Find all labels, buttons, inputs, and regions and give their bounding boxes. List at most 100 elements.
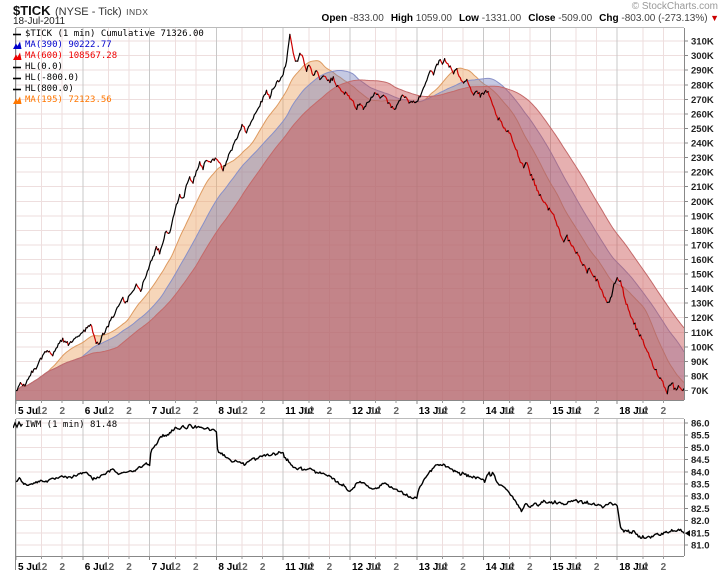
symbol-type-tag: INDX — [126, 7, 149, 17]
svg-text:5 Jul: 5 Jul — [18, 406, 41, 417]
svg-text:2: 2 — [193, 562, 199, 573]
svg-text:5 Jul: 5 Jul — [18, 562, 41, 573]
svg-text:80K: 80K — [691, 371, 709, 382]
svg-text:84.5: 84.5 — [691, 455, 710, 466]
legend-item: HL(800.0) — [13, 84, 204, 95]
legend-label: HL(800.0) — [25, 84, 74, 94]
svg-text:6 Jul: 6 Jul — [85, 406, 108, 417]
area-overlay-icon — [13, 41, 22, 49]
legend-item: HL(-800.0) — [13, 73, 204, 84]
line-overlay-icon — [13, 33, 21, 36]
svg-text:12: 12 — [103, 406, 115, 417]
svg-text:12: 12 — [504, 406, 516, 417]
svg-text:12: 12 — [571, 562, 583, 573]
iwm-chart-legend: IWM (1 min) 81.48 — [13, 420, 117, 431]
svg-text:2: 2 — [260, 562, 266, 573]
svg-text:15 Jul: 15 Jul — [552, 562, 581, 573]
svg-text:300K: 300K — [691, 51, 714, 62]
svg-text:7 Jul: 7 Jul — [152, 562, 175, 573]
chg-down-arrow-icon: ▼ — [707, 13, 719, 23]
svg-text:8 Jul: 8 Jul — [218, 406, 241, 417]
quote-chg: Chg -803.00 (-273.13%) — [599, 13, 708, 24]
svg-text:14 Jul: 14 Jul — [486, 406, 515, 417]
area-overlay-icon — [13, 96, 22, 104]
svg-text:210K: 210K — [691, 182, 714, 193]
svg-text:2: 2 — [59, 562, 65, 573]
svg-text:2: 2 — [594, 562, 600, 573]
svg-text:2: 2 — [393, 562, 399, 573]
svg-text:2: 2 — [260, 406, 266, 417]
svg-text:8 Jul: 8 Jul — [218, 562, 241, 573]
svg-text:130K: 130K — [691, 299, 714, 310]
svg-text:12: 12 — [370, 562, 382, 573]
svg-text:2: 2 — [594, 406, 600, 417]
quote-low: Low -1331.00 — [458, 13, 522, 24]
svg-text:12: 12 — [303, 406, 315, 417]
svg-text:12: 12 — [237, 406, 249, 417]
svg-text:13 Jul: 13 Jul — [419, 562, 448, 573]
svg-text:12: 12 — [170, 562, 182, 573]
svg-text:2: 2 — [126, 562, 132, 573]
legend-item: MA(390) 90222.77 — [13, 40, 204, 51]
symbol: $TICK — [13, 3, 51, 18]
svg-text:200K: 200K — [691, 197, 714, 208]
svg-text:230K: 230K — [691, 153, 714, 164]
svg-text:12: 12 — [637, 562, 649, 573]
legend-item: HL(0.0) — [13, 62, 204, 73]
svg-text:220K: 220K — [691, 168, 714, 179]
svg-text:85.0: 85.0 — [691, 443, 710, 454]
svg-text:12: 12 — [437, 562, 449, 573]
svg-text:12: 12 — [437, 406, 449, 417]
svg-text:160K: 160K — [691, 255, 714, 266]
svg-text:12: 12 — [170, 406, 182, 417]
svg-text:290K: 290K — [691, 66, 714, 77]
copyright: © StockCharts.com — [631, 1, 718, 12]
svg-text:84.0: 84.0 — [691, 467, 710, 478]
svg-text:14 Jul: 14 Jul — [486, 562, 515, 573]
legend-item: MA(600) 108567.28 — [13, 51, 204, 62]
svg-text:280K: 280K — [691, 80, 714, 91]
svg-text:2: 2 — [193, 406, 199, 417]
svg-text:270K: 270K — [691, 95, 714, 106]
svg-text:12: 12 — [237, 562, 249, 573]
svg-text:81.5: 81.5 — [691, 528, 710, 539]
legend-label: $TICK (1 min) Cumulative 71326.00 — [25, 29, 204, 39]
svg-text:90K: 90K — [691, 357, 709, 368]
svg-text:100K: 100K — [691, 342, 714, 353]
legend-label: MA(600) 108567.28 — [25, 51, 118, 61]
svg-text:12 Jul: 12 Jul — [352, 562, 381, 573]
legend-item: MA(195) 72123.56 — [13, 95, 204, 106]
quote-summary: Open -833.00 High 1059.00 Low -1331.00 Clos… — [315, 13, 719, 24]
legend-label: MA(390) 90222.77 — [25, 40, 112, 50]
svg-text:250K: 250K — [691, 124, 714, 135]
line-chart-icon — [13, 421, 23, 429]
svg-text:12: 12 — [36, 562, 48, 573]
symbol-exchange: (NYSE - Tick) — [55, 6, 122, 18]
svg-text:260K: 260K — [691, 109, 714, 120]
svg-text:12: 12 — [36, 406, 48, 417]
svg-text:12: 12 — [637, 406, 649, 417]
legend-label: HL(-800.0) — [25, 73, 80, 83]
quote-close: Close -509.00 — [528, 13, 593, 24]
svg-text:2: 2 — [327, 406, 333, 417]
svg-text:170K: 170K — [691, 240, 714, 251]
legend-item: $TICK (1 min) Cumulative 71326.00 — [13, 29, 204, 40]
svg-text:2: 2 — [327, 562, 333, 573]
quote-high: High 1059.00 — [390, 13, 452, 24]
svg-text:2: 2 — [661, 562, 667, 573]
svg-text:2: 2 — [661, 406, 667, 417]
svg-text:150K: 150K — [691, 270, 714, 281]
line-overlay-icon — [13, 88, 21, 91]
svg-text:2: 2 — [460, 562, 466, 573]
svg-text:12: 12 — [370, 406, 382, 417]
svg-text:11 Jul: 11 Jul — [285, 406, 313, 417]
svg-text:12: 12 — [103, 562, 115, 573]
svg-text:190K: 190K — [691, 211, 714, 222]
quote-open: Open -833.00 — [321, 13, 384, 24]
legend-item: IWM (1 min) 81.48 — [13, 420, 117, 431]
svg-text:2: 2 — [460, 406, 466, 417]
svg-text:70K: 70K — [691, 386, 709, 397]
line-overlay-icon — [13, 77, 21, 80]
